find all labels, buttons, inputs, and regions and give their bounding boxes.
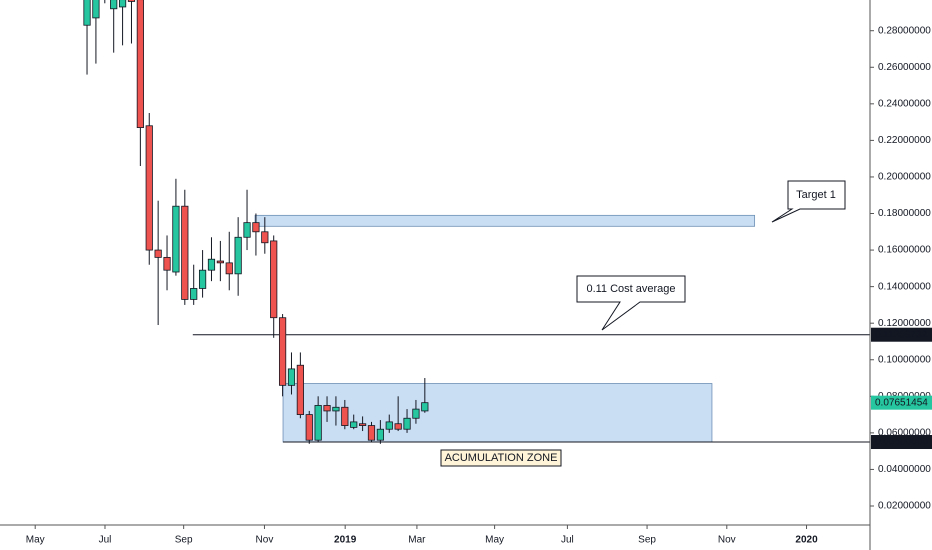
- y-tick-label: 0.28000000: [878, 25, 931, 36]
- y-tick-label: 0.22000000: [878, 135, 931, 146]
- candle-body: [198, 269, 207, 289]
- x-tick-label: Mar: [408, 535, 426, 546]
- y-tick-label: 0.26000000: [878, 62, 931, 73]
- candle-body: [296, 364, 304, 415]
- candle-body: [145, 125, 153, 251]
- x-tick-label: Nov: [718, 535, 736, 546]
- candle-body: [225, 262, 233, 275]
- x-tick-label: Jul: [561, 535, 574, 546]
- candle-body: [181, 205, 189, 300]
- candle-body: [270, 240, 278, 319]
- label-box: [440, 449, 562, 467]
- candle-body: [136, 0, 144, 128]
- candle-body: [376, 428, 384, 441]
- price-tag: [871, 395, 932, 410]
- callout-text: 0.11 Cost average: [586, 283, 675, 295]
- candle-body: [243, 222, 251, 238]
- candle-body: [367, 425, 376, 441]
- x-tick-label: Nov: [256, 535, 274, 546]
- candle-body: [190, 288, 198, 300]
- candle-body: [421, 402, 429, 412]
- callout-text: Target 1: [796, 189, 836, 201]
- y-tick-label: 0.14000000: [878, 281, 931, 292]
- y-tick-label: 0.24000000: [878, 98, 931, 109]
- candle-body: [172, 205, 180, 273]
- x-tick-label: Sep: [638, 535, 656, 546]
- candle-body: [358, 423, 367, 426]
- callout-box: [576, 275, 686, 331]
- y-tick-label: 0.12000000: [878, 318, 931, 329]
- candle-body: [234, 236, 242, 275]
- price-tag: [871, 327, 932, 342]
- candle-body: [83, 0, 91, 26]
- y-tick-label: 0.18000000: [878, 208, 931, 219]
- candle-body: [154, 249, 162, 258]
- price-tag-label: 0.11369732: [875, 329, 928, 340]
- candle-body: [278, 317, 287, 386]
- y-tick-label: 0.20000000: [878, 172, 931, 183]
- candle-body: [163, 256, 171, 271]
- candle-body: [287, 368, 296, 386]
- candle-body: [118, 0, 127, 8]
- x-tick-label: 2019: [334, 535, 357, 546]
- candle-body: [332, 406, 340, 412]
- candle-body: [92, 0, 100, 19]
- y-tick-label: 0.06000000: [878, 428, 931, 439]
- x-tick-label: Sep: [175, 535, 193, 546]
- price-tag: [871, 435, 932, 450]
- candle-body: [261, 231, 269, 244]
- candle-body: [305, 414, 313, 441]
- zone: [282, 383, 713, 443]
- candle-body: [110, 0, 118, 10]
- candle-body: [341, 406, 349, 426]
- x-tick-label: May: [26, 535, 45, 546]
- candle-body: [252, 222, 260, 233]
- candle-body: [314, 405, 322, 441]
- callout-box: [771, 180, 846, 223]
- annotations: Target 1 0.11 Cost average ACUMULATION Z…: [440, 180, 846, 467]
- candle-body: [394, 423, 402, 430]
- candle-body: [207, 258, 216, 271]
- price-tag-label: 0.05500000: [875, 437, 928, 448]
- x-tick-label: Jul: [99, 535, 112, 546]
- candle-body: [412, 408, 420, 419]
- candle-body: [403, 417, 411, 430]
- zone: [254, 214, 756, 227]
- candle-body: [127, 0, 136, 2]
- candle-body: [323, 405, 331, 412]
- x-tick-label: May: [485, 535, 504, 546]
- candle-body: [385, 421, 393, 430]
- candle-body: [216, 260, 224, 264]
- candle-body: [350, 421, 358, 428]
- y-tick-label: 0.10000000: [878, 354, 931, 365]
- y-tick-label: 0.02000000: [878, 501, 931, 512]
- x-tick-label: 2020: [795, 535, 818, 546]
- price-tag-label: 0.07651454: [875, 397, 928, 408]
- plot: [83, 0, 870, 444]
- y-tick-label: 0.04000000: [878, 464, 931, 475]
- zone-label: ACUMULATION ZONE: [445, 452, 558, 464]
- y-tick-label: 0.16000000: [878, 245, 931, 256]
